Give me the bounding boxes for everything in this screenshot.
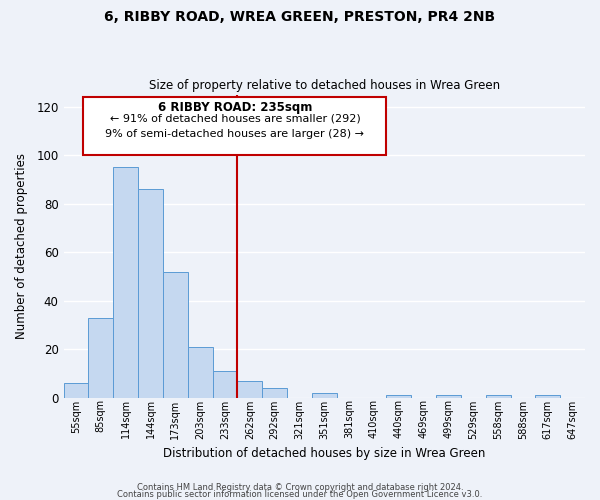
Bar [188,347,212,398]
Text: 6, RIBBY ROAD, WREA GREEN, PRESTON, PR4 2NB: 6, RIBBY ROAD, WREA GREEN, PRESTON, PR4 … [104,10,496,24]
Bar [212,371,238,398]
Text: Contains public sector information licensed under the Open Government Licence v3: Contains public sector information licen… [118,490,482,499]
Bar [138,189,163,398]
X-axis label: Distribution of detached houses by size in Wrea Green: Distribution of detached houses by size … [163,447,485,460]
Bar [163,272,188,398]
Title: Size of property relative to detached houses in Wrea Green: Size of property relative to detached ho… [149,79,500,92]
Text: 9% of semi-detached houses are larger (28) →: 9% of semi-detached houses are larger (2… [106,128,364,138]
Bar [238,381,262,398]
Text: ← 91% of detached houses are smaller (292): ← 91% of detached houses are smaller (29… [110,114,360,124]
Bar [535,396,560,398]
Bar [312,393,337,398]
Y-axis label: Number of detached properties: Number of detached properties [15,153,28,339]
Bar [113,168,138,398]
Bar [436,396,461,398]
Text: Contains HM Land Registry data © Crown copyright and database right 2024.: Contains HM Land Registry data © Crown c… [137,484,463,492]
Bar [64,384,88,398]
FancyBboxPatch shape [83,97,386,155]
Bar [88,318,113,398]
Text: 6 RIBBY ROAD: 235sqm: 6 RIBBY ROAD: 235sqm [158,100,312,114]
Bar [485,396,511,398]
Bar [262,388,287,398]
Bar [386,396,411,398]
